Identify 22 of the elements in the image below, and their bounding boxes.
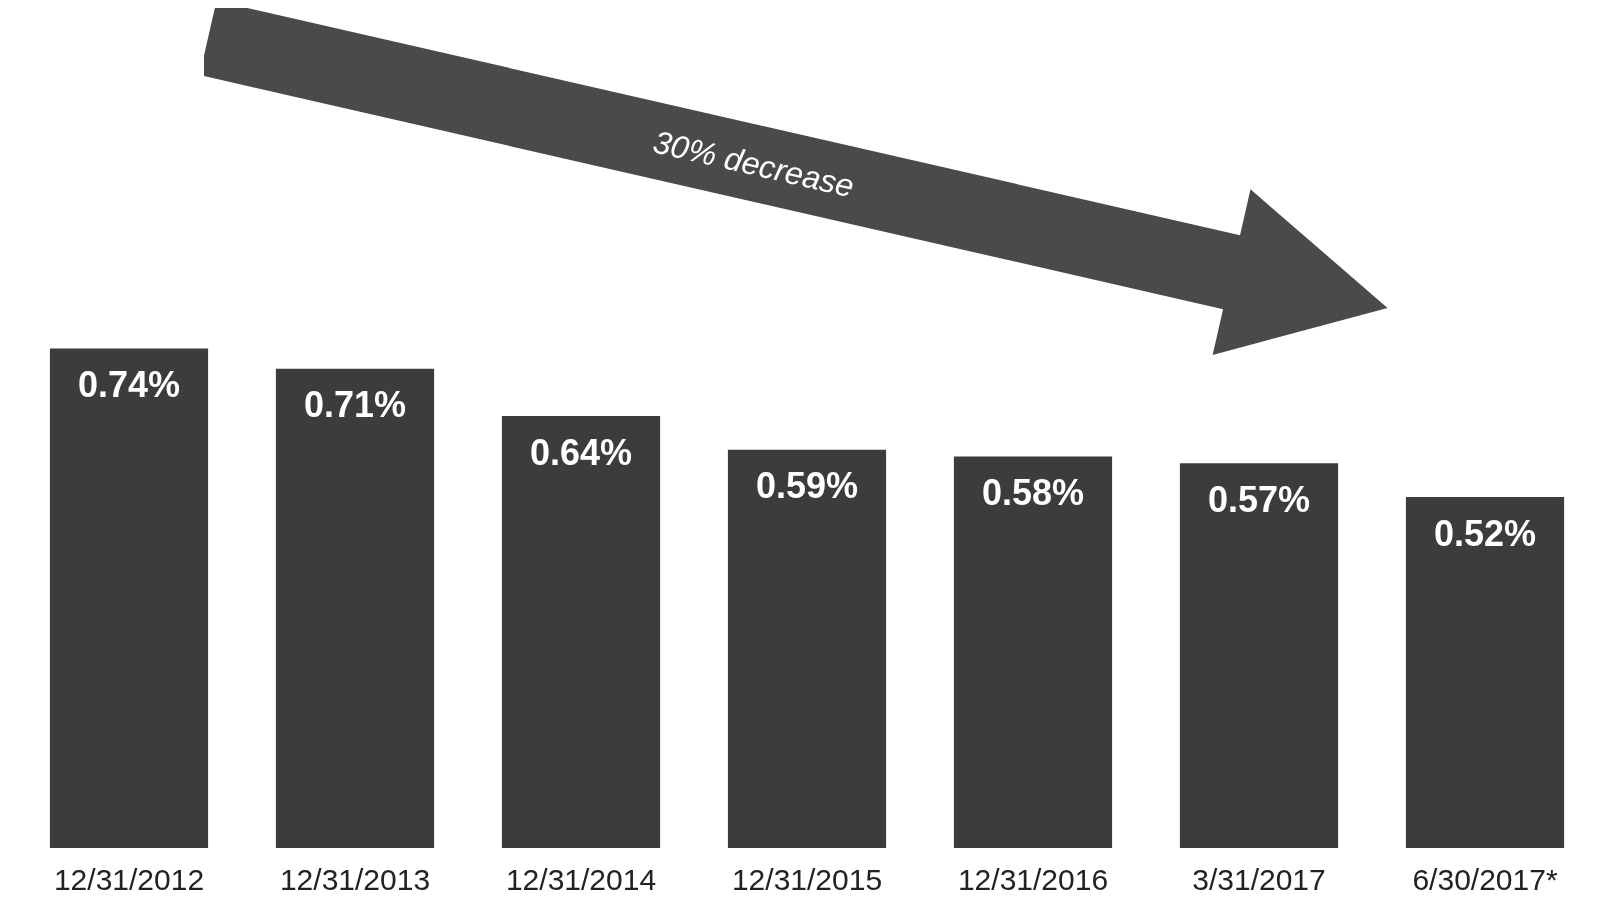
x-tick-label: 12/31/2012 (53, 862, 205, 896)
x-tick-label: 12/31/2016 (957, 862, 1109, 896)
x-tick-label: 6/30/2017* (1412, 862, 1558, 896)
data-label: 0.74% (77, 364, 181, 405)
text: 30% decrease (649, 123, 858, 205)
bar (953, 456, 1113, 848)
bar (1179, 463, 1339, 848)
x-tick-label: 12/31/2015 (731, 862, 883, 896)
bar (275, 368, 435, 848)
bar (1405, 497, 1565, 848)
data-label: 0.59% (755, 465, 859, 507)
x-tick-label: 12/31/2013 (279, 862, 431, 896)
data-label: 0.71% (303, 384, 407, 426)
data-label: 0.52% (1433, 512, 1537, 554)
bar (501, 416, 661, 848)
data-label: 0.64% (529, 431, 633, 473)
bar (49, 348, 209, 848)
x-tick-label: 12/31/2014 (505, 862, 657, 896)
data-label: 0.57% (1207, 478, 1311, 520)
data-label: 0.58% (981, 472, 1085, 513)
x-tick-label: 3/31/2017 (1192, 862, 1326, 896)
bar (727, 449, 887, 848)
